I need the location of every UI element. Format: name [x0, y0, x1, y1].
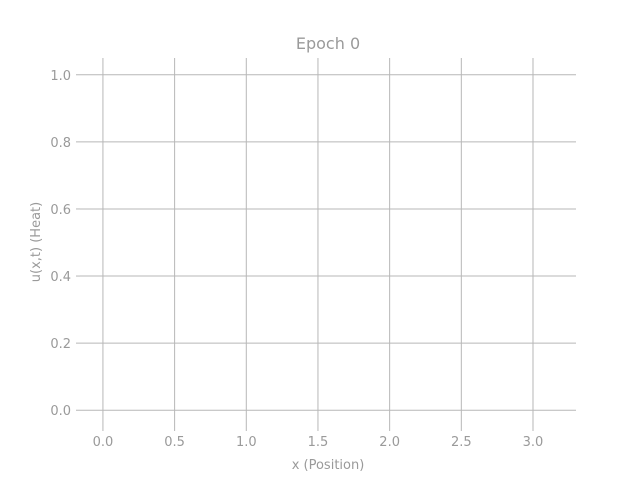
- x-tick-label: 2.0: [379, 435, 400, 450]
- x-tick-label: 1.5: [308, 435, 329, 450]
- y-tick-label: 0.0: [50, 404, 71, 419]
- x-tick-label: 0.5: [164, 435, 185, 450]
- chart-title: Epoch 0: [296, 34, 360, 53]
- x-axis-label: x (Position): [292, 458, 365, 473]
- y-tick-label: 1.0: [50, 69, 71, 84]
- x-tick-label: 2.5: [451, 435, 472, 450]
- x-tick-label: 1.0: [236, 435, 257, 450]
- y-tick-label: 0.6: [50, 203, 71, 218]
- grid: [80, 58, 576, 427]
- y-tick-label: 0.4: [50, 270, 71, 285]
- x-tick-label: 0.0: [93, 435, 114, 450]
- x-tick-label: 3.0: [523, 435, 544, 450]
- x-axis: 0.0 0.5 1.0 1.5 2.0 2.5 3.0: [93, 427, 544, 450]
- y-axis-label: u(x,t) (Heat): [29, 202, 44, 282]
- y-tick-label: 0.2: [50, 337, 71, 352]
- y-tick-label: 0.8: [50, 136, 71, 151]
- y-axis: 0.0 0.2 0.4 0.6 0.8 1.0: [50, 69, 80, 419]
